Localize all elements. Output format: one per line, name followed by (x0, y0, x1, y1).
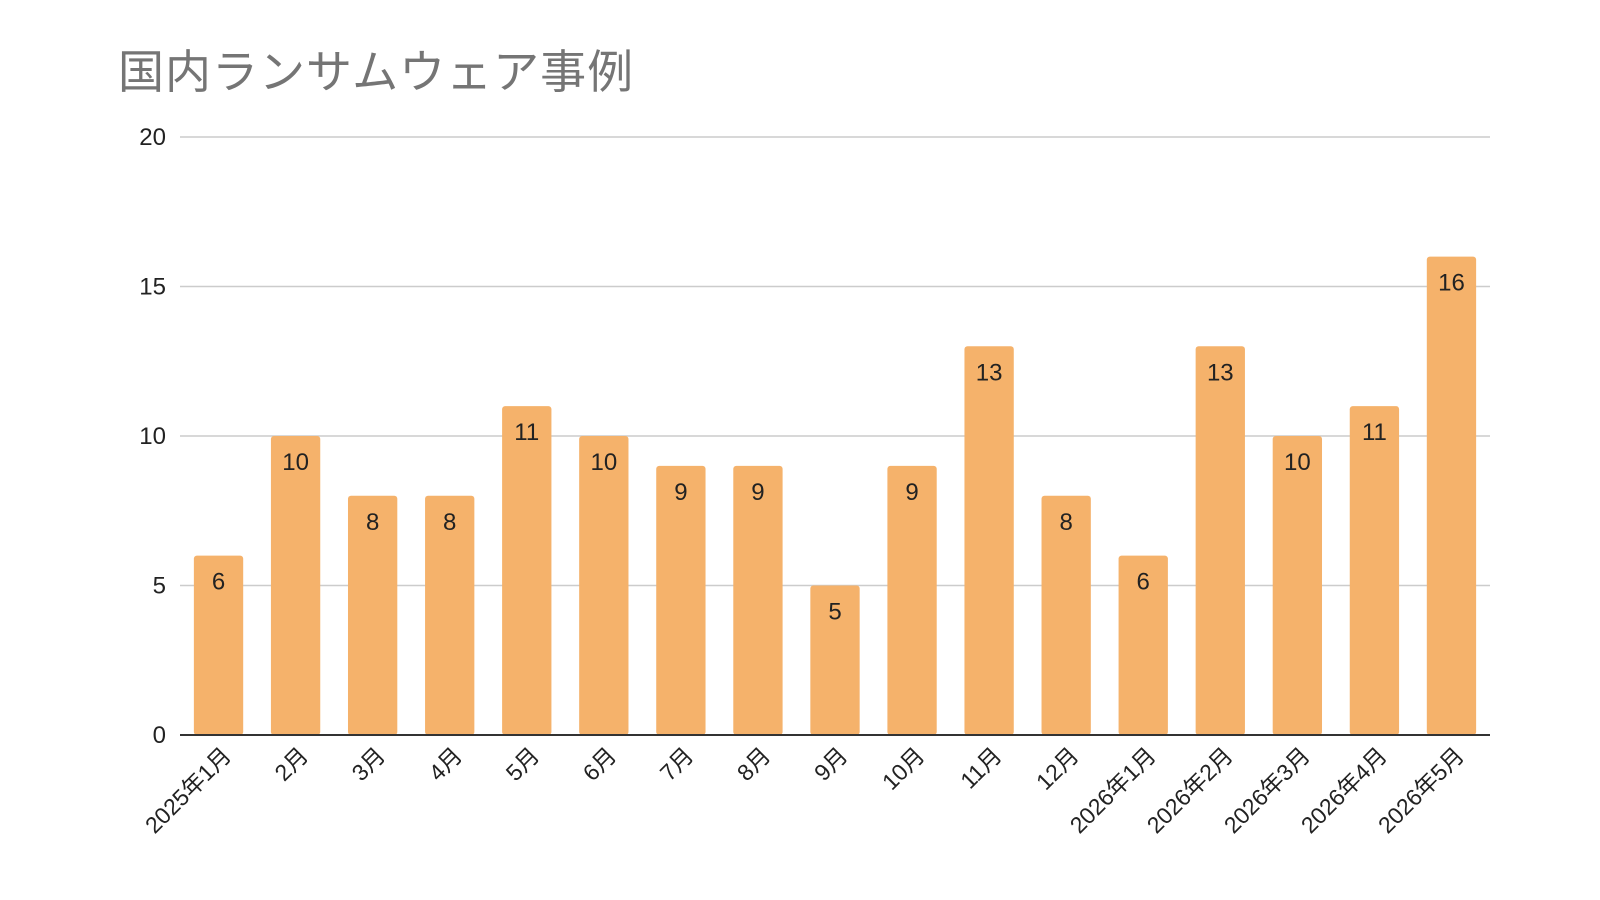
x-tick-label: 12月 (1031, 742, 1084, 795)
bar (270, 436, 321, 735)
data-label: 13 (976, 359, 1003, 386)
gridlines (180, 136, 1490, 587)
data-label: 8 (1059, 509, 1072, 536)
data-label: 16 (1438, 270, 1465, 297)
bar (1118, 555, 1168, 735)
x-tick-label: 6月 (578, 742, 622, 786)
bar (579, 436, 629, 735)
y-tick-label: 20 (139, 124, 166, 151)
data-label: 13 (1207, 359, 1234, 386)
x-tick-label: 10月 (877, 742, 930, 795)
data-label: 9 (674, 479, 687, 506)
data-label: 9 (905, 479, 918, 506)
x-tick-label: 8月 (732, 742, 776, 786)
y-tick-label: 15 (139, 274, 166, 301)
bar (810, 585, 860, 735)
bar (193, 555, 244, 735)
y-tick-label: 0 (153, 722, 166, 749)
y-tick-label: 5 (153, 573, 166, 600)
data-label: 6 (212, 569, 225, 596)
bar (1041, 495, 1091, 735)
x-tick-label: 2月 (269, 742, 313, 786)
data-label: 8 (443, 509, 456, 536)
data-label: 8 (366, 509, 379, 536)
bar (733, 465, 783, 735)
bars (193, 256, 1477, 735)
x-tick-label: 9月 (809, 742, 853, 786)
x-tick-label: 3月 (346, 742, 390, 786)
x-tick-label: 4月 (424, 742, 468, 786)
bar (1195, 346, 1245, 735)
data-label: 11 (1362, 419, 1387, 446)
data-label: 10 (590, 449, 617, 476)
bar (502, 406, 552, 735)
bar (1426, 256, 1477, 735)
y-tick-label: 10 (139, 423, 166, 450)
data-label: 9 (751, 479, 764, 506)
data-labels: 6 10 8 8 11 10 9 9 5 9 13 8 6 13 10 11 16 (212, 270, 1465, 626)
x-tick-label: 2025年1月 (140, 742, 236, 838)
bar (1272, 436, 1323, 735)
x-tick-label: 5月 (501, 742, 545, 786)
bar (964, 346, 1014, 735)
bar (656, 465, 706, 735)
chart-title: 国内ランサムウェア事例 (118, 45, 635, 99)
data-label: 10 (282, 449, 309, 476)
bar (425, 495, 475, 735)
x-tick-label: 7月 (655, 742, 699, 786)
x-tick-label: 11月 (955, 742, 1007, 794)
bar (887, 465, 937, 735)
data-label: 10 (1284, 449, 1311, 476)
bar (1349, 406, 1400, 735)
data-label: 11 (514, 419, 539, 446)
bar (347, 495, 398, 735)
data-label: 5 (828, 599, 841, 626)
data-label: 6 (1137, 569, 1150, 596)
